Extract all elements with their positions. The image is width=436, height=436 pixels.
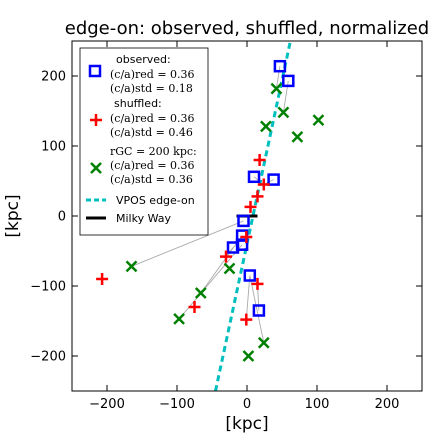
shuffled-point-7: [240, 313, 253, 326]
connector-line-4: [131, 220, 244, 267]
legend-shuffled-red: (c/a)red = 0.36: [110, 112, 195, 125]
observed-point-4: [237, 214, 250, 228]
x-tick-label-3: 100: [305, 397, 330, 412]
y-axis-label: [kpc]: [3, 194, 23, 237]
observed-point-3: [267, 173, 280, 186]
normalized-point-0: [270, 82, 283, 95]
shuffled-point-6: [251, 277, 264, 290]
normalized-point-3: [312, 114, 325, 126]
connector-line-5: [200, 235, 243, 294]
shuffled-point-2: [251, 190, 264, 203]
x-tick-label-4: 200: [375, 397, 400, 412]
shuffled-point-1: [257, 178, 270, 191]
shuffled-point-8: [188, 301, 201, 313]
legend-box: [79, 47, 209, 236]
legend: observed: (c/a)red = 0.36 (c/a)std = 0.1…: [79, 47, 209, 236]
x-tick-label-2: 0: [243, 397, 251, 412]
legend-label-vpos: VPOS edge-on: [116, 194, 195, 207]
observed-point-0: [273, 59, 287, 73]
shuffled-point-9: [96, 273, 109, 285]
connector-line-7: [249, 275, 265, 343]
y-tick-label-3: 100: [41, 140, 66, 155]
legend-normalized-std: (c/a)std = 0.36: [110, 173, 193, 186]
normalized-point-8: [125, 260, 138, 273]
normalized-point-7: [173, 313, 185, 325]
plot-area: [96, 41, 325, 391]
legend-label-milky-way: Milky Way: [116, 212, 172, 225]
observed-point-9: [252, 304, 266, 317]
legend-marker-normalized: [90, 162, 102, 174]
legend-marker-observed: [88, 64, 102, 78]
legend-label-normalized: rGC = 200 kpc:: [110, 145, 197, 158]
x-tick-label-0: −200: [89, 397, 125, 412]
shuffled-point-5: [220, 250, 232, 263]
x-axis-label: [kpc]: [225, 414, 268, 434]
connector-line-0: [275, 66, 281, 89]
y-tick-label-0: −200: [30, 350, 66, 365]
shuffled-point-4: [240, 231, 253, 243]
y-tick-label-1: −100: [30, 280, 66, 295]
x-tick-label-1: −100: [159, 397, 195, 412]
normalized-point-4: [291, 131, 304, 143]
observed-point-8: [243, 269, 257, 282]
axis-ticks: −200 −100 0 100 200 −200 −100 0 100 200: [30, 41, 422, 412]
observed-point-1: [282, 74, 295, 88]
legend-observed-std: (c/a)std = 0.18: [110, 82, 193, 95]
normalized-point-1: [277, 106, 290, 119]
shuffled-point-0: [253, 154, 266, 166]
legend-label-observed: observed:: [116, 53, 171, 66]
y-tick-label-4: 200: [41, 70, 66, 85]
legend-marker-shuffled: [90, 114, 102, 126]
normalized-point-5: [223, 262, 236, 275]
normalized-point-9: [257, 336, 270, 349]
normalized-point-2: [260, 120, 272, 133]
observed-point-2: [247, 170, 261, 184]
normalized-point-6: [194, 287, 207, 299]
legend-normalized-red: (c/a)red = 0.36: [110, 159, 195, 172]
legend-label-shuffled: shuffled:: [114, 97, 162, 110]
normalized-point-10: [242, 350, 255, 362]
observed-point-7: [226, 241, 240, 254]
y-tick-label-2: 0: [58, 210, 66, 225]
connector-line-10: [245, 275, 251, 320]
legend-observed-red: (c/a)red = 0.36: [110, 68, 195, 81]
shuffled-point-3: [244, 200, 257, 213]
legend-shuffled-std: (c/a)std = 0.46: [110, 126, 193, 139]
chart-title: edge-on: observed, shuffled, normalized: [65, 18, 429, 39]
